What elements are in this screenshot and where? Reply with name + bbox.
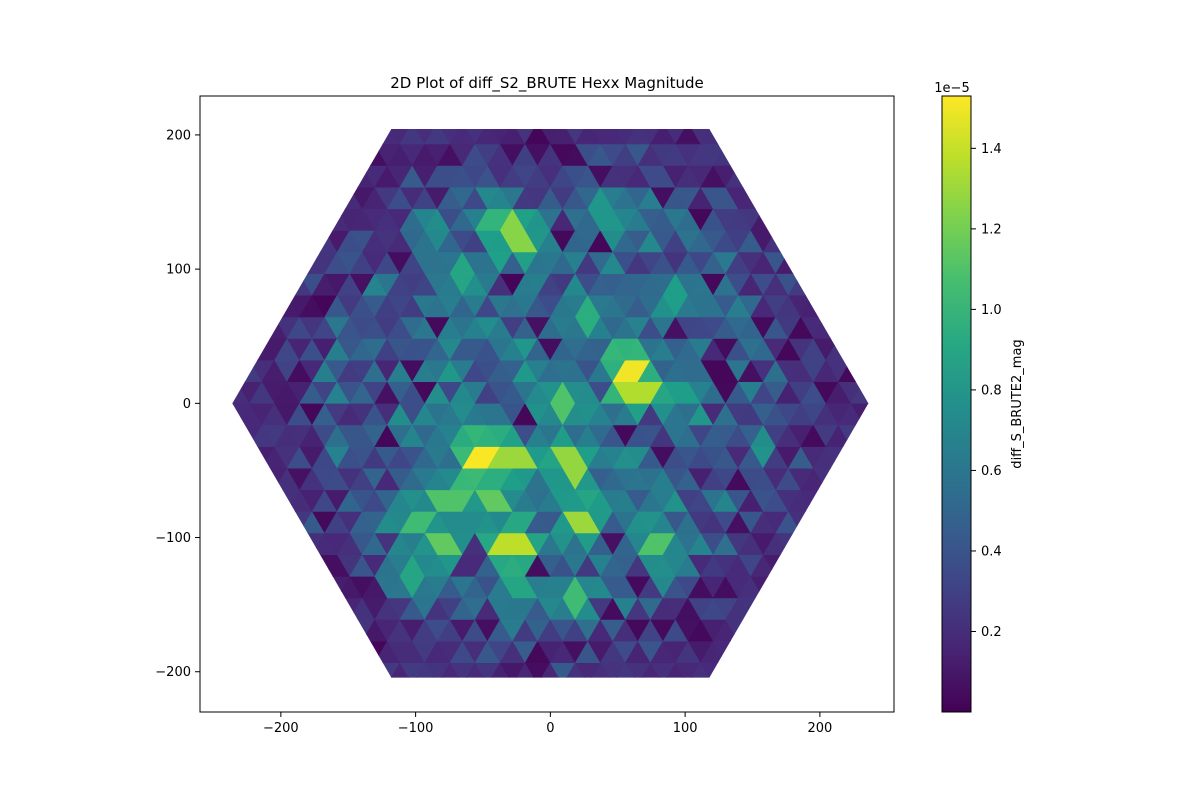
x-tick-label: 200 — [807, 721, 832, 736]
colorbar-tick-label: 1.2 — [981, 222, 1002, 237]
colorbar-tick-label: 0.4 — [981, 544, 1002, 559]
colorbar: 0.2 0.4 0.6 0.8 1.0 1.2 1.4 1e−5 diff_S_BRUTE2… — [934, 81, 1025, 713]
colorbar-tick-label: 0.8 — [981, 383, 1002, 398]
x-axis-ticks: −200 −100 0 100 200 — [263, 712, 832, 736]
y-tick-label: 100 — [166, 263, 191, 278]
colorbar-label: diff_S_BRUTE2_mag — [1010, 339, 1025, 468]
colorbar-offset-label: 1e−5 — [934, 81, 969, 96]
y-axis-ticks: 200 100 0 −100 −200 — [155, 128, 200, 680]
chart-title: 2D Plot of diff_S2_BRUTE Hexx Magnitude — [390, 74, 704, 93]
x-tick-label: 0 — [546, 721, 554, 736]
x-tick-label: 100 — [673, 721, 698, 736]
x-tick-label: −100 — [398, 721, 434, 736]
colorbar-tick-label: 1.0 — [981, 303, 1002, 318]
colorbar-gradient — [941, 95, 972, 713]
colorbar-tick-label: 1.4 — [981, 142, 1002, 157]
y-tick-label: −200 — [155, 665, 191, 680]
y-tick-label: 200 — [166, 128, 191, 143]
colorbar-tick-label: 0.6 — [981, 464, 1002, 479]
axes-frame — [199, 95, 895, 713]
y-tick-label: 0 — [183, 397, 191, 412]
y-tick-label: −100 — [155, 531, 191, 546]
colorbar-tick-label: 0.2 — [981, 625, 1002, 640]
x-tick-label: −200 — [263, 721, 299, 736]
colorbar-ticks: 0.2 0.4 0.6 0.8 1.0 1.2 1.4 — [971, 142, 1002, 640]
